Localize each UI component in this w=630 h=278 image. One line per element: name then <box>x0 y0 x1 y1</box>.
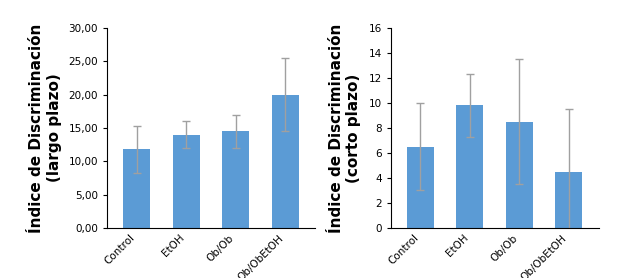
Bar <box>222 131 249 228</box>
Bar <box>456 105 483 228</box>
Bar <box>555 172 582 228</box>
Bar <box>173 135 200 228</box>
Bar <box>407 147 434 228</box>
Y-axis label: Índice de Discriminación
(corto plazo): Índice de Discriminación (corto plazo) <box>329 23 362 233</box>
Bar <box>272 95 299 228</box>
Y-axis label: Índice de Discriminación
(largo plazo): Índice de Discriminación (largo plazo) <box>29 23 62 233</box>
Bar <box>506 122 533 228</box>
Bar <box>123 149 151 228</box>
